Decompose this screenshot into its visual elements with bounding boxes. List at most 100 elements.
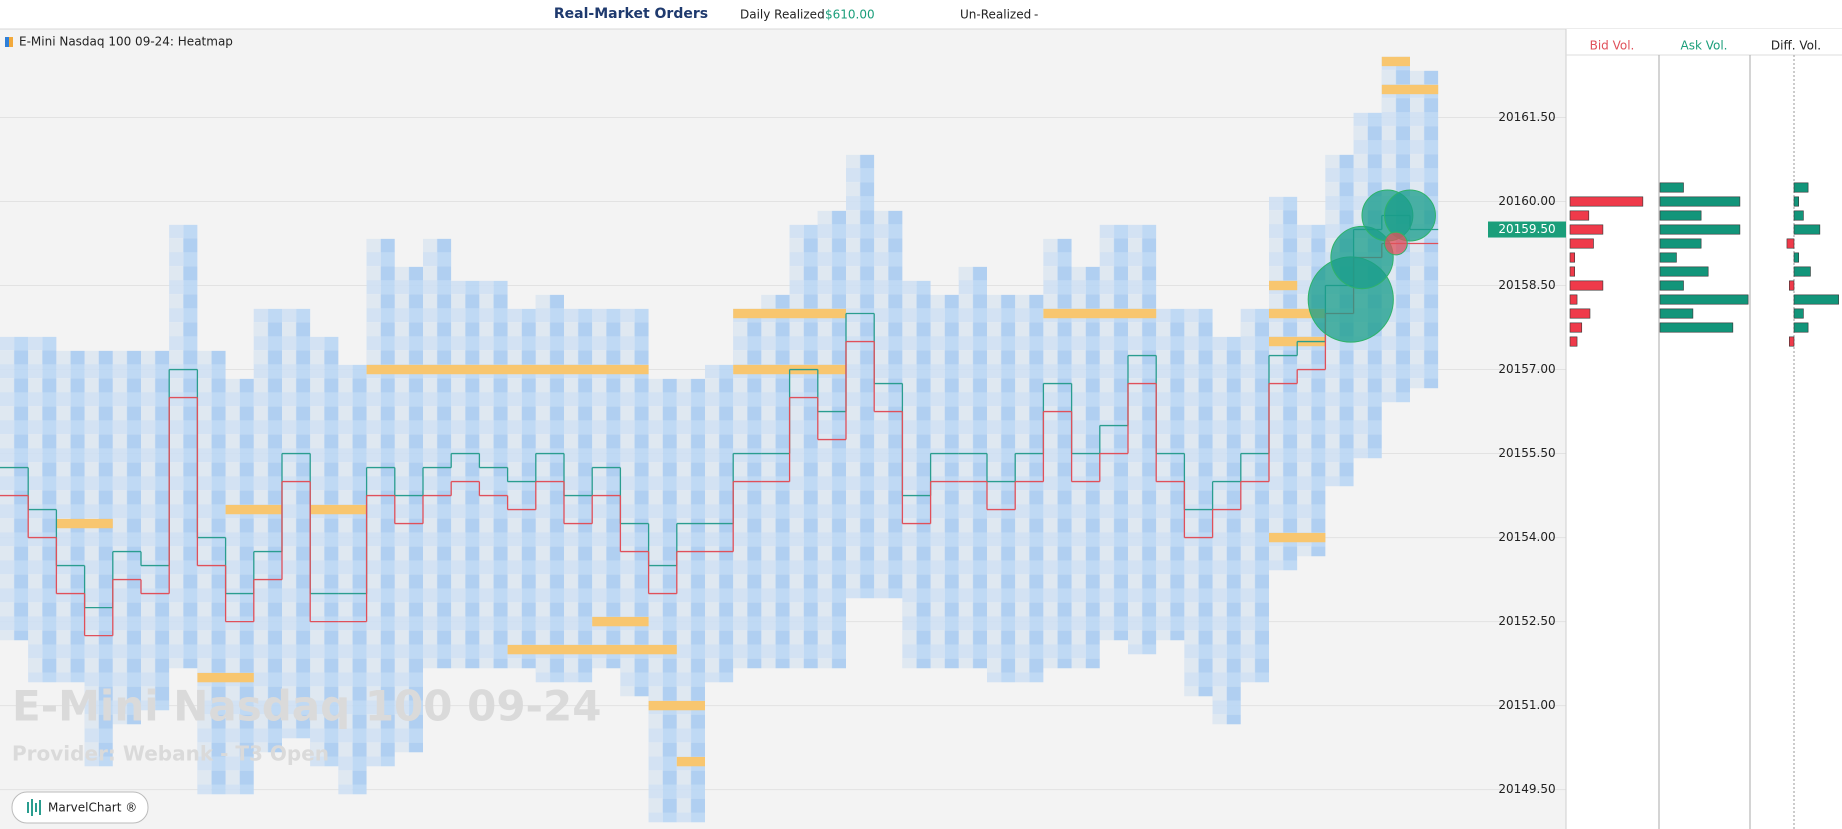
heat-column xyxy=(1015,294,1044,683)
large-order xyxy=(1269,532,1326,543)
heat-column xyxy=(1156,308,1185,641)
large-order xyxy=(592,616,649,627)
y-tick-label: 20160.00 xyxy=(1498,194,1555,208)
large-order xyxy=(366,364,649,375)
large-order xyxy=(1381,84,1439,95)
heat-column xyxy=(958,266,987,669)
heat-column xyxy=(423,238,452,669)
heat-column xyxy=(1071,266,1100,669)
diff-bar xyxy=(1793,182,1809,193)
button-label[interactable]: MarvelChart ® xyxy=(48,801,137,815)
heat-column xyxy=(394,266,423,753)
heat-column xyxy=(507,308,536,669)
heat-column xyxy=(1099,224,1128,641)
header-bar xyxy=(0,0,1842,29)
ask-bar xyxy=(1659,182,1684,193)
heat-column xyxy=(874,210,903,599)
title-icon xyxy=(5,37,9,47)
bid-bar xyxy=(1569,280,1604,291)
bid-bar xyxy=(1569,322,1583,333)
ask-bar xyxy=(1659,266,1709,277)
heat-column xyxy=(733,308,762,669)
bid-bar xyxy=(1569,252,1575,263)
heat-column xyxy=(479,280,508,669)
trade-bubble xyxy=(1330,225,1394,290)
heat-column xyxy=(169,224,198,669)
marvelchart-button[interactable]: MarvelChart ® xyxy=(11,791,149,824)
ask-bar xyxy=(1659,280,1684,291)
last-price-label: 20159.50 xyxy=(1498,222,1555,236)
diff-bar xyxy=(1789,280,1795,291)
bid-bar xyxy=(1569,266,1575,277)
title-icon xyxy=(9,37,13,47)
heat-column xyxy=(902,280,931,669)
watermark-provider: Provider: Webank - T3 Open xyxy=(12,742,329,766)
heat-column xyxy=(1184,308,1213,697)
diff-bar xyxy=(1793,224,1821,235)
diff-bar xyxy=(1789,336,1795,347)
unrealized-label: Un-Realized xyxy=(960,8,1031,22)
heat-column xyxy=(846,154,875,599)
large-order xyxy=(507,644,677,655)
realized-label: Daily Realized xyxy=(740,8,825,22)
volume-header: Bid Vol. xyxy=(1590,39,1635,53)
ask-bar xyxy=(1659,252,1677,263)
diff-bar xyxy=(1793,266,1811,277)
heat-column xyxy=(987,294,1016,683)
large-order xyxy=(225,504,282,515)
heat-column xyxy=(310,336,339,767)
bid-bar xyxy=(1569,196,1644,207)
trade-bubble xyxy=(1384,231,1408,256)
unrealized-value: - xyxy=(1034,8,1038,22)
bid-bar xyxy=(1569,336,1578,347)
button-frame[interactable] xyxy=(11,791,149,824)
heat-column xyxy=(366,238,395,767)
ask-bar xyxy=(1659,322,1734,333)
diff-bar xyxy=(1793,196,1799,207)
heat-column xyxy=(1212,336,1241,725)
bid-bar xyxy=(1569,224,1604,235)
button-icon xyxy=(27,799,41,816)
bid-bar xyxy=(1569,238,1594,249)
large-order xyxy=(676,756,705,767)
heat-column xyxy=(112,350,141,725)
heat-column xyxy=(676,378,705,823)
large-order xyxy=(1043,308,1157,319)
diff-bar xyxy=(1793,308,1804,319)
y-tick-label: 20155.50 xyxy=(1498,446,1555,460)
large-order xyxy=(56,518,113,529)
large-order xyxy=(1269,308,1326,319)
ask-bar xyxy=(1659,224,1741,235)
large-order xyxy=(197,672,254,683)
heat-column xyxy=(197,350,226,795)
heat-column xyxy=(1043,238,1072,669)
heat-column xyxy=(56,350,85,683)
watermark-title: E-Mini Nasdaq 100 09-24 xyxy=(12,682,601,731)
header-title: Real-Market Orders xyxy=(554,6,708,22)
heat-column xyxy=(789,224,818,669)
large-order xyxy=(310,504,367,515)
diff-bar xyxy=(1793,322,1809,333)
bid-bar xyxy=(1569,210,1590,221)
heat-column xyxy=(1128,224,1157,655)
heat-column xyxy=(0,336,29,641)
heat-column xyxy=(648,378,677,823)
heat-column xyxy=(282,308,311,739)
diff-bar xyxy=(1786,238,1795,249)
ask-bar xyxy=(1659,210,1702,221)
large-order xyxy=(1381,56,1410,67)
heat-column xyxy=(451,280,480,669)
diff-bar xyxy=(1793,210,1804,221)
ask-bar xyxy=(1659,308,1694,319)
volume-header: Diff. Vol. xyxy=(1771,39,1821,53)
y-tick-label: 20161.50 xyxy=(1498,110,1555,124)
large-order xyxy=(733,308,846,319)
y-tick-label: 20152.50 xyxy=(1498,614,1555,628)
realized-value: $610.00 xyxy=(825,8,875,22)
heat-column xyxy=(338,364,367,795)
bid-bar xyxy=(1569,294,1578,305)
last-price-box xyxy=(1488,221,1566,238)
ask-bar xyxy=(1659,294,1749,305)
